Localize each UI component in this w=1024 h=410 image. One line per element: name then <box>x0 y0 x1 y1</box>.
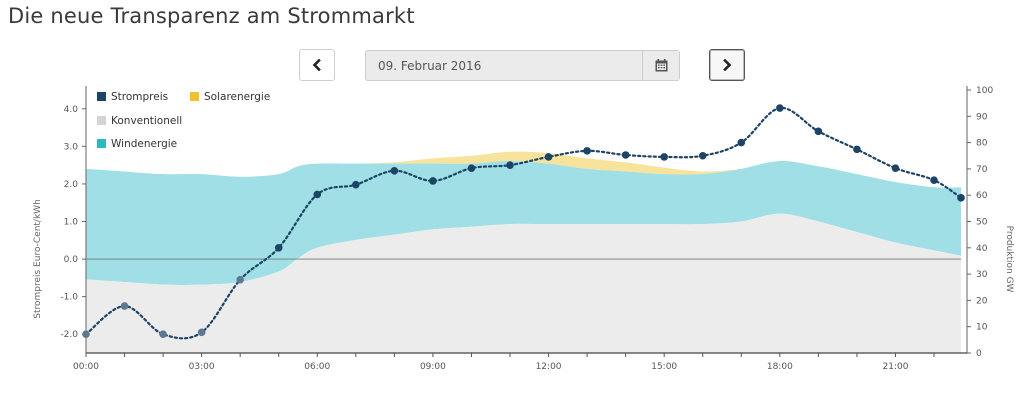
price-point <box>583 147 591 155</box>
price-line-layer <box>82 104 965 340</box>
price-point <box>698 151 707 160</box>
price-point <box>429 177 437 185</box>
price-point <box>313 190 322 199</box>
wind-area <box>86 160 961 285</box>
y-tick-label: 3.0 <box>64 142 79 152</box>
date-input[interactable] <box>366 51 642 80</box>
legend-swatch <box>97 92 106 101</box>
y-tick-label: -1.0 <box>60 293 78 303</box>
legend-swatch <box>97 139 106 148</box>
price-point <box>957 194 965 202</box>
legend-label: Strompreis <box>111 91 168 103</box>
next-day-button[interactable] <box>709 49 745 81</box>
x-tick-label: 03:00 <box>189 362 215 372</box>
previous-day-button[interactable] <box>299 49 335 81</box>
legend-swatch <box>190 92 199 101</box>
calendar-button[interactable] <box>642 51 679 80</box>
legend-swatch <box>97 116 106 125</box>
price-point <box>506 161 514 169</box>
chevron-right-icon <box>723 59 732 71</box>
area-layer <box>86 151 961 353</box>
y2-tick-label: 90 <box>976 112 988 122</box>
legend-label: Solarenergie <box>204 91 270 103</box>
legend: Strompreis Solarenergie Konventionell Winde… <box>97 91 270 150</box>
y2-tick-label: 80 <box>976 139 988 149</box>
date-picker <box>365 50 680 81</box>
price-point <box>737 138 746 147</box>
electricity-market-chart: -2.0 -1.0 0.0 1.0 2.0 3.0 4.0 0 10 20 30 40 50 60 70 80… <box>33 86 1014 372</box>
legend-label: Konventionell <box>111 115 182 127</box>
legend-label: Windenergie <box>111 138 177 150</box>
y-tick-label: -2.0 <box>60 330 78 340</box>
x-tick-label: 15:00 <box>651 362 677 372</box>
price-point <box>159 330 167 339</box>
price-point <box>891 164 900 172</box>
price-point <box>352 180 360 189</box>
price-point <box>82 330 90 339</box>
price-point <box>776 104 784 112</box>
x-tick-label: 18:00 <box>767 362 793 372</box>
y-axis-label: Strompreis Euro-Cent/kWh <box>33 199 43 319</box>
konventionell-area <box>86 213 961 353</box>
price-point <box>467 164 476 172</box>
x-tick-label: 00:00 <box>73 362 99 372</box>
price-point <box>390 166 399 175</box>
y2-tick-label: 50 <box>976 218 988 228</box>
y-tick-label: 0.0 <box>64 255 79 265</box>
price-point <box>660 153 668 161</box>
price-point <box>544 153 553 161</box>
y2-tick-label: 10 <box>976 323 988 333</box>
y2-tick-label: 70 <box>976 165 988 175</box>
y2-axis-label: Produktion GW <box>1004 226 1014 293</box>
y2-tick-label: 0 <box>976 349 982 359</box>
price-point <box>274 244 283 252</box>
page-title: Die neue Transparenz am Strommarkt <box>8 4 415 28</box>
y2-tick-label: 40 <box>976 244 988 254</box>
y2-tick-label: 60 <box>976 191 988 201</box>
y-tick-label: 2.0 <box>64 180 79 190</box>
calendar-icon <box>655 59 667 72</box>
y2-tick-label: 20 <box>976 296 988 306</box>
y-tick-label: 1.0 <box>64 218 79 228</box>
price-point <box>621 151 630 159</box>
y2-tick-label: 100 <box>976 86 993 96</box>
axes-layer: -2.0 -1.0 0.0 1.0 2.0 3.0 4.0 0 10 20 30 40 50 60 70 80… <box>60 86 993 372</box>
solar-area <box>86 151 961 188</box>
x-tick-label: 21:00 <box>883 362 909 372</box>
price-point <box>120 302 129 310</box>
price-point <box>197 328 206 337</box>
x-tick-label: 06:00 <box>304 362 330 372</box>
y2-tick-label: 30 <box>976 270 988 280</box>
chevron-left-icon <box>312 59 321 71</box>
price-point <box>236 275 244 284</box>
price-point <box>853 145 861 154</box>
price-point <box>930 176 938 184</box>
x-tick-label: 09:00 <box>420 362 446 372</box>
price-point <box>814 127 823 136</box>
x-tick-label: 12:00 <box>536 362 562 372</box>
y-tick-label: 4.0 <box>64 105 79 115</box>
